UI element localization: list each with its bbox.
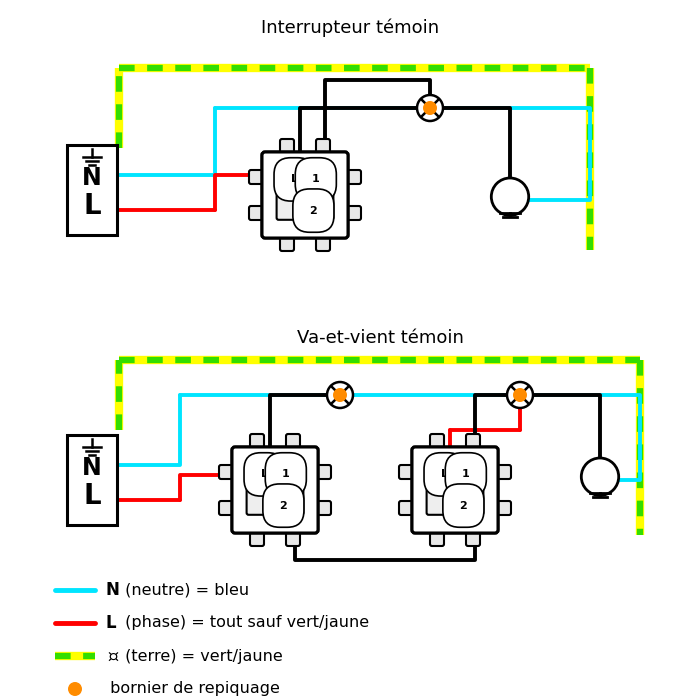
- Text: (neutre) = bleu: (neutre) = bleu: [120, 582, 249, 598]
- Circle shape: [417, 95, 443, 121]
- Text: 1: 1: [462, 470, 470, 480]
- FancyBboxPatch shape: [249, 206, 269, 220]
- FancyBboxPatch shape: [250, 526, 264, 546]
- Circle shape: [333, 388, 347, 402]
- FancyBboxPatch shape: [67, 435, 117, 525]
- FancyBboxPatch shape: [311, 465, 331, 479]
- Text: (phase) = tout sauf vert/jaune: (phase) = tout sauf vert/jaune: [120, 615, 369, 631]
- FancyBboxPatch shape: [311, 501, 331, 515]
- FancyBboxPatch shape: [412, 447, 498, 533]
- FancyBboxPatch shape: [219, 501, 239, 515]
- FancyBboxPatch shape: [466, 434, 480, 454]
- Text: Interrupteur témoin: Interrupteur témoin: [261, 19, 439, 37]
- Text: N: N: [82, 456, 102, 480]
- Text: $\mathbf{N}$: $\mathbf{N}$: [105, 581, 120, 599]
- FancyBboxPatch shape: [426, 466, 484, 514]
- FancyBboxPatch shape: [316, 231, 330, 251]
- FancyBboxPatch shape: [466, 526, 480, 546]
- FancyBboxPatch shape: [249, 170, 269, 184]
- FancyBboxPatch shape: [219, 465, 239, 479]
- Text: L: L: [83, 482, 101, 510]
- FancyBboxPatch shape: [232, 447, 318, 533]
- Text: $\mathbf{L}$: $\mathbf{L}$: [105, 614, 117, 632]
- FancyBboxPatch shape: [280, 139, 294, 159]
- Text: L: L: [260, 470, 267, 480]
- FancyBboxPatch shape: [430, 526, 444, 546]
- Circle shape: [507, 382, 533, 408]
- FancyBboxPatch shape: [341, 170, 361, 184]
- Text: Va-et-vient témoin: Va-et-vient témoin: [297, 329, 463, 347]
- FancyBboxPatch shape: [430, 434, 444, 454]
- FancyBboxPatch shape: [250, 434, 264, 454]
- Text: L: L: [441, 470, 448, 480]
- FancyBboxPatch shape: [276, 170, 333, 220]
- Circle shape: [581, 458, 619, 496]
- FancyBboxPatch shape: [286, 526, 300, 546]
- FancyBboxPatch shape: [246, 466, 303, 514]
- FancyBboxPatch shape: [316, 139, 330, 159]
- Text: bornier de repiquage: bornier de repiquage: [105, 682, 280, 696]
- Text: 2: 2: [309, 206, 317, 216]
- FancyBboxPatch shape: [399, 501, 419, 515]
- Circle shape: [491, 178, 528, 216]
- Circle shape: [423, 101, 437, 115]
- Text: $\mathbf{\perp}$: $\mathbf{\perp}$: [105, 647, 120, 665]
- Circle shape: [68, 682, 82, 696]
- FancyBboxPatch shape: [491, 501, 511, 515]
- FancyBboxPatch shape: [399, 465, 419, 479]
- FancyBboxPatch shape: [262, 152, 348, 238]
- FancyBboxPatch shape: [286, 434, 300, 454]
- FancyBboxPatch shape: [341, 206, 361, 220]
- FancyBboxPatch shape: [412, 447, 498, 533]
- Text: L: L: [290, 174, 298, 184]
- Text: 1: 1: [282, 470, 290, 480]
- Text: (terre) = vert/jaune: (terre) = vert/jaune: [120, 648, 283, 664]
- Text: 1: 1: [312, 174, 320, 184]
- Circle shape: [327, 382, 353, 408]
- FancyBboxPatch shape: [262, 152, 348, 238]
- FancyBboxPatch shape: [491, 465, 511, 479]
- Circle shape: [513, 388, 527, 402]
- Text: 2: 2: [279, 500, 287, 510]
- FancyBboxPatch shape: [232, 447, 318, 533]
- Text: N: N: [82, 166, 102, 190]
- FancyBboxPatch shape: [67, 145, 117, 235]
- Text: 2: 2: [459, 500, 468, 510]
- Text: L: L: [83, 192, 101, 220]
- FancyBboxPatch shape: [280, 231, 294, 251]
